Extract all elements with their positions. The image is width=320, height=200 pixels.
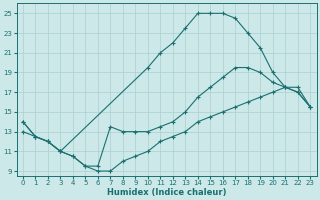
X-axis label: Humidex (Indice chaleur): Humidex (Indice chaleur) xyxy=(107,188,226,197)
